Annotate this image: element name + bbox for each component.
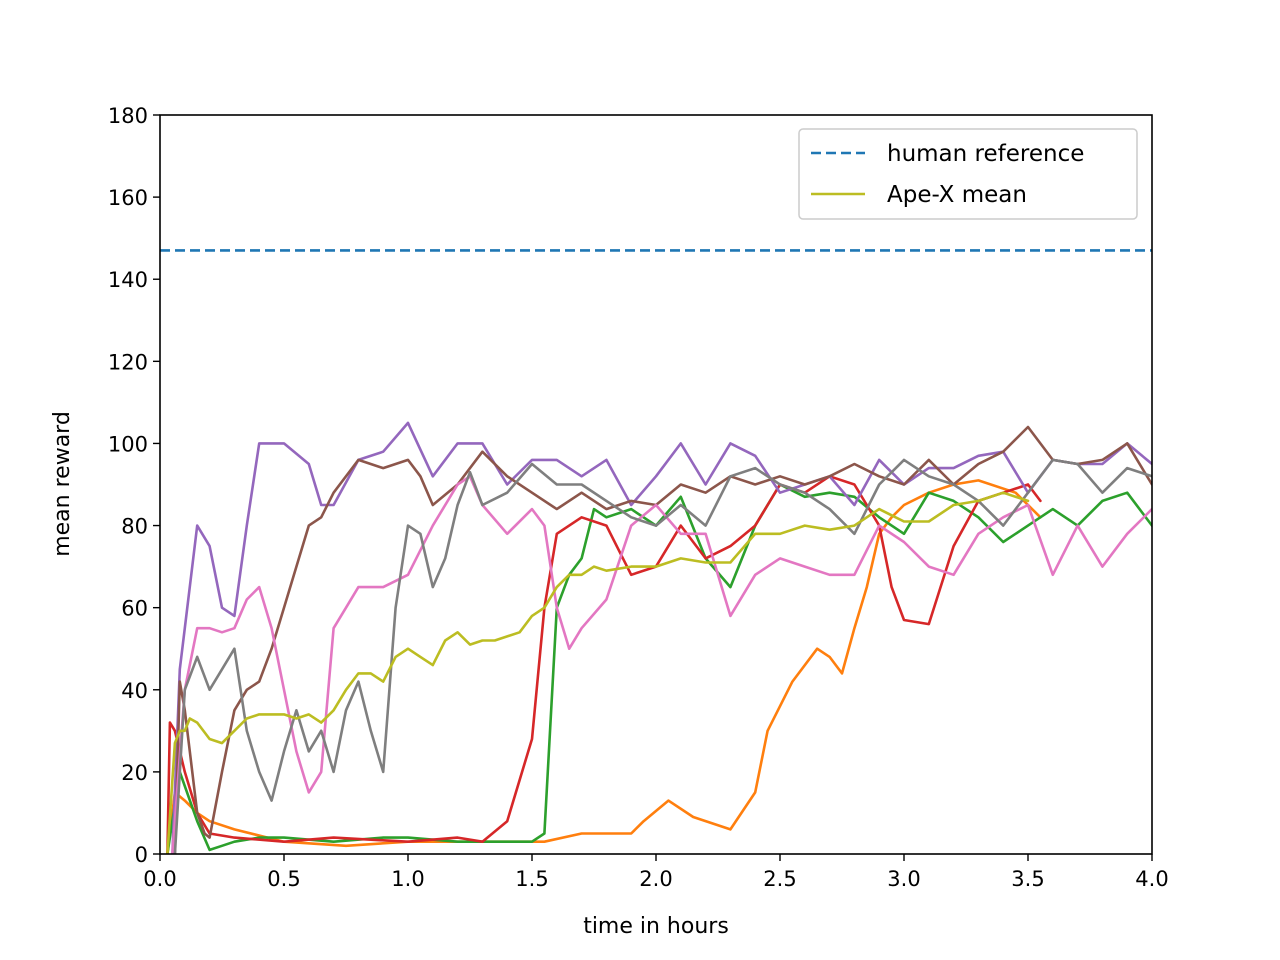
series-line-3	[171, 421, 1152, 854]
x-axis-label: time in hours	[583, 914, 729, 939]
series-line-0	[166, 479, 1042, 854]
legend-box	[798, 128, 1138, 220]
x-tick-label: 1.5	[515, 867, 548, 891]
y-tick-label: 100	[108, 432, 148, 456]
legend-label-human-reference: human reference	[887, 141, 1084, 167]
series-line-6	[173, 458, 1152, 854]
x-tick-label: 3.5	[1011, 867, 1044, 891]
legend-label-apex-mean: Ape-X mean	[887, 182, 1027, 208]
y-axis-label: mean reward	[50, 411, 75, 557]
legend: human reference Ape-X mean	[798, 128, 1138, 220]
y-tick-label: 60	[121, 597, 148, 621]
y-axis: 0 20 40 60 80 100 120 140 160 180	[108, 104, 160, 867]
x-tick-label: 4.0	[1135, 867, 1168, 891]
x-axis: 0.0 0.5 1.0 1.5 2.0 2.5 3.0 3.5 4.0	[143, 854, 1169, 891]
y-tick-label: 120	[108, 350, 148, 374]
series-line-2	[166, 474, 1042, 854]
series-line-7	[166, 491, 1030, 854]
y-tick-label: 180	[108, 104, 148, 128]
x-tick-label: 2.0	[639, 867, 672, 891]
y-tick-label: 140	[108, 268, 148, 292]
y-tick-label: 80	[121, 515, 148, 539]
x-tick-label: 0.0	[143, 867, 176, 891]
x-tick-label: 0.5	[267, 867, 300, 891]
y-tick-label: 20	[121, 761, 148, 785]
y-tick-label: 160	[108, 186, 148, 210]
y-tick-label: 40	[121, 679, 148, 703]
series-line-5	[171, 474, 1152, 854]
series-layer	[166, 421, 1152, 854]
x-tick-label: 2.5	[763, 867, 796, 891]
series-line-1	[166, 483, 1152, 854]
x-tick-label: 1.0	[391, 867, 424, 891]
x-tick-label: 3.0	[887, 867, 920, 891]
series-line-4	[173, 425, 1152, 854]
y-tick-label: 0	[135, 843, 148, 867]
